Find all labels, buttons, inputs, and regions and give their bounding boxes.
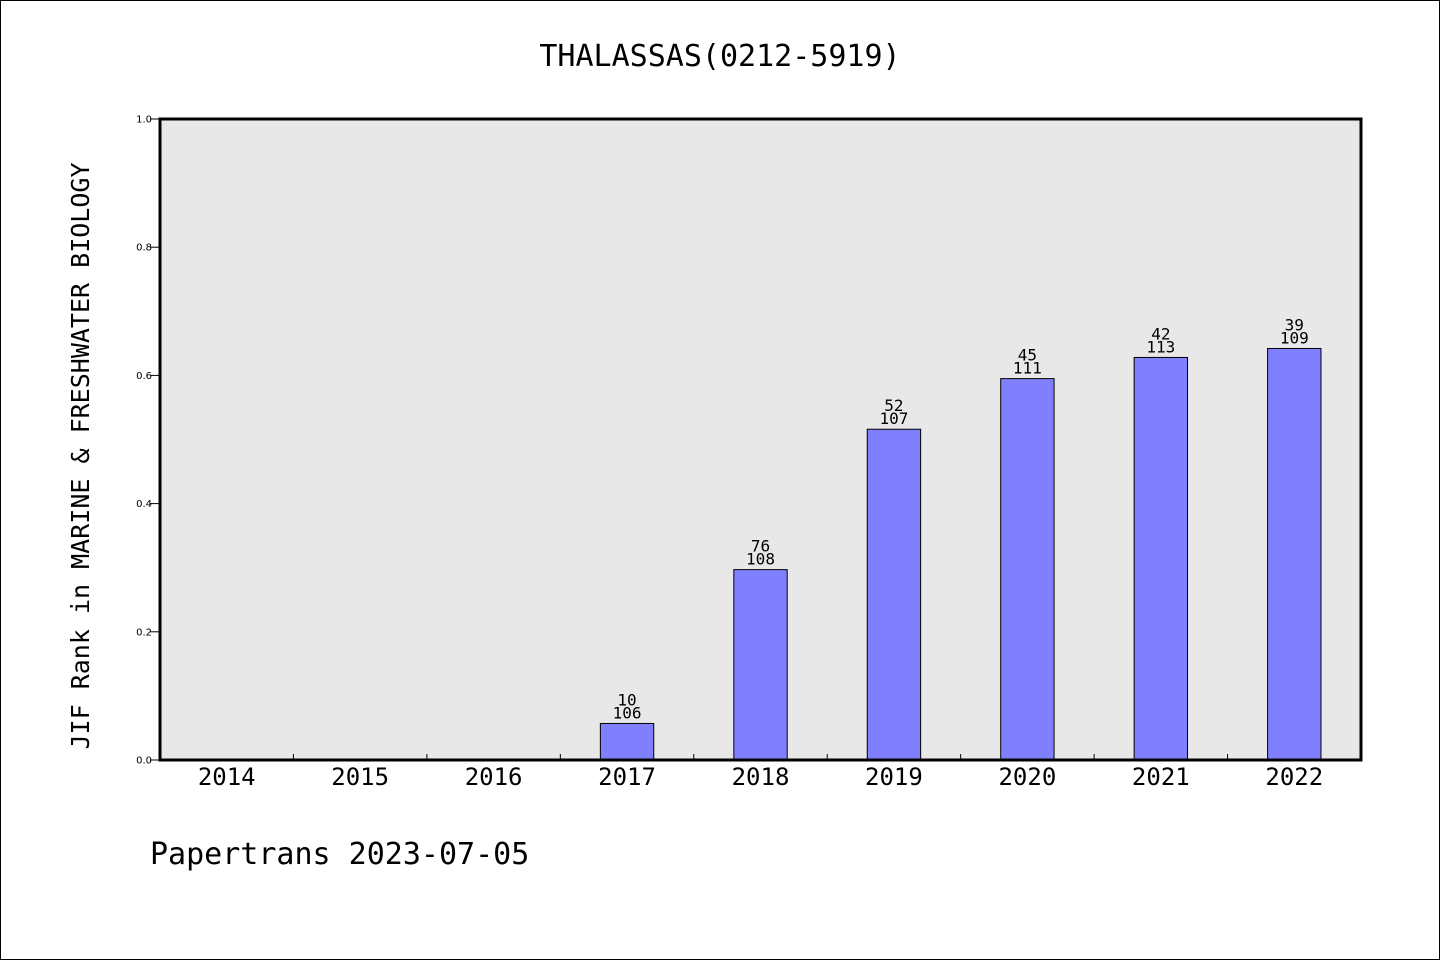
x-tick-label: 2017	[598, 763, 656, 791]
y-tick-label: 0.0	[136, 756, 152, 767]
y-tick-label: 1.0	[136, 115, 152, 126]
bar-rank-label: 76	[751, 537, 770, 556]
bar-total-label: 106	[613, 703, 642, 722]
bar-total-label: 109	[1280, 328, 1309, 347]
x-axis-ticks: 2014 2015 2016 2017 2018 2019 2020 2021 2022	[198, 754, 1323, 791]
chart-title: THALASSAS(0212-5919)	[539, 39, 900, 74]
bar-total-label: 113	[1146, 337, 1175, 356]
x-tick-label: 2022	[1265, 763, 1323, 791]
bar-2020	[1000, 378, 1055, 761]
bars	[599, 347, 1322, 761]
bar-total-label: 107	[879, 409, 908, 428]
bar-2019	[866, 428, 922, 761]
bar-rank-label: 42	[1151, 324, 1170, 343]
y-tick-label: 0.8	[136, 243, 152, 254]
bar-rank-label: 39	[1285, 315, 1304, 334]
plot-border	[158, 117, 1363, 762]
y-tick-label: 0.6	[136, 371, 152, 382]
bar-total-label: 111	[1013, 359, 1042, 378]
x-tick-label: 2015	[331, 763, 389, 791]
bar-total-label: 108	[746, 550, 775, 569]
bar-rank-label: 45	[1018, 346, 1037, 365]
y-axis-label: JIF Rank in MARINE & FRESHWATER BIOLOGY	[66, 163, 95, 750]
bar-rank-label: 52	[884, 396, 903, 415]
bar-2018	[733, 569, 788, 761]
bar-rank-label: 10	[617, 690, 636, 709]
y-tick-label: 0.2	[136, 627, 152, 638]
bar-2017	[599, 722, 655, 761]
x-tick-label: 2021	[1132, 763, 1190, 791]
x-tick-label: 2018	[732, 763, 790, 791]
x-tick-label: 2019	[865, 763, 923, 791]
x-tick-label: 2016	[465, 763, 523, 791]
y-axis-ticks: 0.0 0.2 0.4 0.6 0.8 1.0	[136, 115, 160, 767]
bar-2021	[1133, 356, 1189, 761]
bar-2022	[1267, 347, 1322, 761]
x-tick-label: 2020	[998, 763, 1056, 791]
x-tick-label: 2014	[198, 763, 256, 791]
footer-text: Papertrans 2023-07-05	[150, 837, 529, 872]
y-tick-label: 0.4	[136, 499, 152, 510]
